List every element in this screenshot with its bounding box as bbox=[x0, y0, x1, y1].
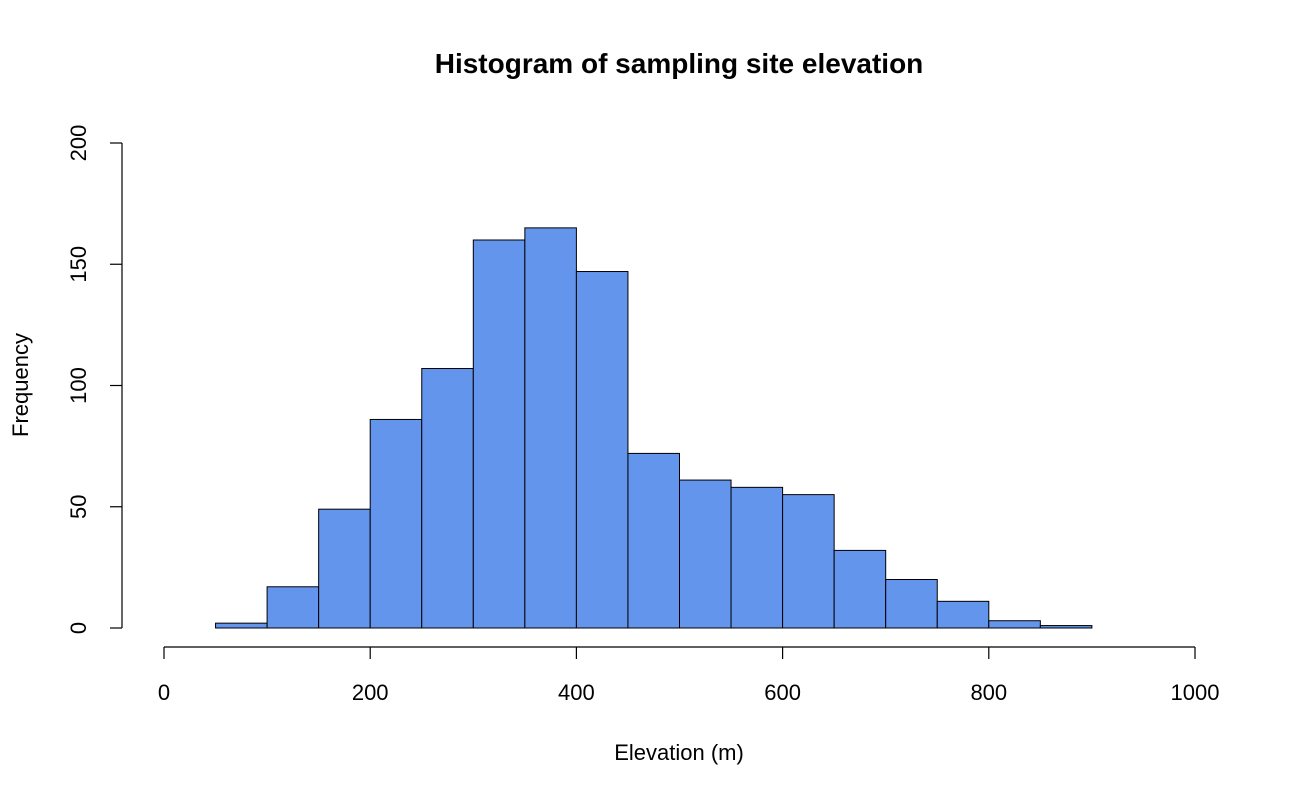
x-tick-label: 1000 bbox=[1171, 680, 1220, 705]
histogram-bar bbox=[833, 549, 887, 629]
histogram-bar bbox=[730, 486, 784, 629]
x-tick-label: 200 bbox=[352, 680, 389, 705]
y-axis: 0 50 100 150 200 bbox=[66, 125, 123, 634]
y-axis-label: Frequency bbox=[8, 333, 33, 437]
bars-group bbox=[215, 227, 1093, 629]
histogram-bar bbox=[575, 271, 629, 629]
x-tick-label: 800 bbox=[970, 680, 1007, 705]
chart-title: Histogram of sampling site elevation bbox=[435, 48, 924, 79]
histogram-bar bbox=[936, 600, 990, 629]
histogram-bar bbox=[421, 368, 474, 629]
y-tick-label: 150 bbox=[66, 246, 91, 283]
histogram-bar bbox=[318, 508, 371, 629]
histogram-bar bbox=[627, 452, 681, 629]
y-tick-label: 0 bbox=[66, 622, 91, 634]
histogram-bar bbox=[679, 479, 732, 629]
histogram-bar bbox=[524, 227, 577, 629]
histogram-bar bbox=[266, 586, 320, 629]
x-axis: 0 200 400 600 800 1000 bbox=[158, 646, 1220, 705]
x-tick-label: 400 bbox=[558, 680, 595, 705]
x-tick-label: 0 bbox=[158, 680, 170, 705]
histogram-bar bbox=[472, 239, 526, 629]
histogram-bar bbox=[885, 579, 938, 629]
histogram-bar bbox=[988, 620, 1041, 629]
y-tick-label: 100 bbox=[66, 367, 91, 404]
x-tick-label: 600 bbox=[764, 680, 801, 705]
histogram-bar bbox=[782, 494, 835, 629]
histogram-bar bbox=[1039, 625, 1093, 629]
y-tick-label: 50 bbox=[66, 495, 91, 519]
histogram-bar bbox=[369, 418, 423, 629]
x-axis-label: Elevation (m) bbox=[614, 740, 744, 765]
y-tick-label: 200 bbox=[66, 125, 91, 162]
histogram-bar bbox=[215, 622, 268, 629]
